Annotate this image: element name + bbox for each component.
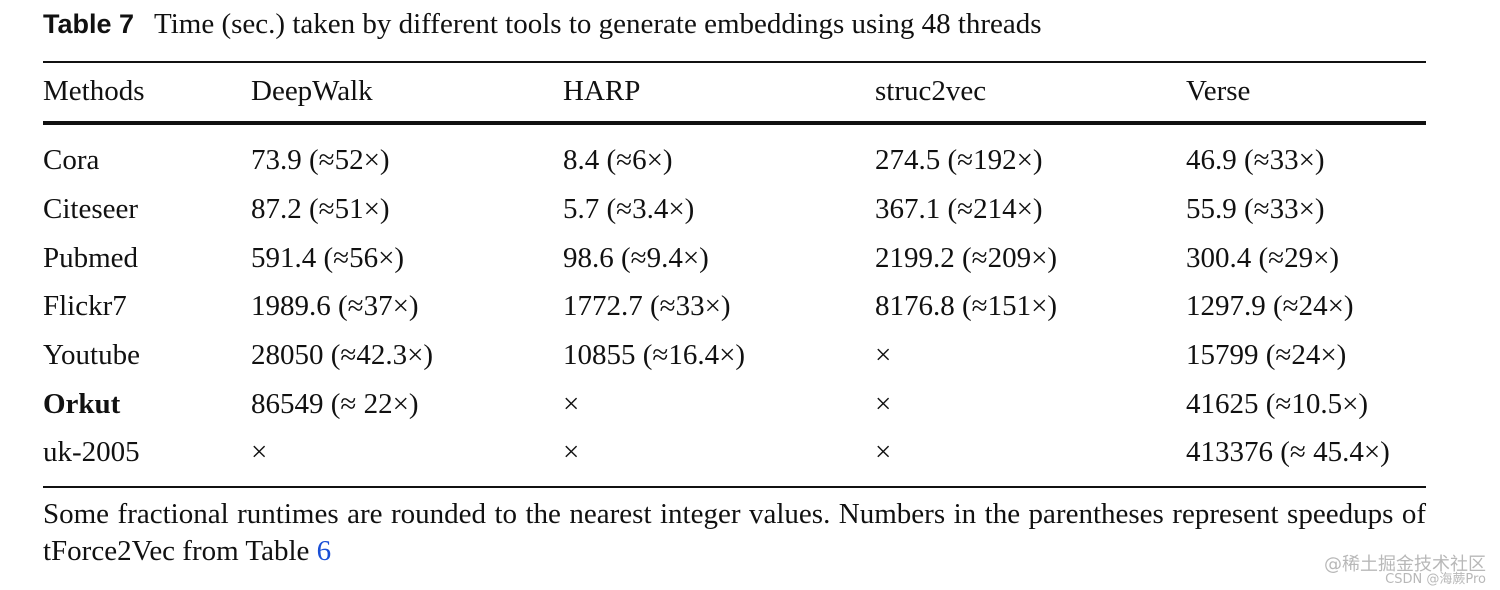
cell-deepwalk: 86549 (≈ 22×)	[251, 388, 419, 420]
watermark-csdn: CSDN @海蕨Pro	[1385, 572, 1486, 587]
watermark-juejin: @稀土掘金技术社区	[1324, 554, 1486, 575]
row-method: Orkut	[43, 388, 121, 420]
cell-verse: 55.9 (≈33×)	[1186, 193, 1325, 225]
header-struc2vec: struc2vec	[875, 75, 987, 107]
table-footnote: Some fractional runtimes are rounded to …	[43, 496, 1426, 570]
table-caption: Table 7 Time (sec.) taken by different t…	[43, 8, 1042, 48]
cell-harp: 10855 (≈16.4×)	[563, 339, 746, 371]
cell-struc2vec: 274.5 (≈192×)	[875, 144, 1043, 176]
cell-struc2vec: ×	[875, 436, 892, 468]
cell-verse: 46.9 (≈33×)	[1186, 144, 1325, 176]
table-label: Table 7	[43, 9, 135, 39]
header-harp: HARP	[563, 75, 641, 107]
cell-harp: ×	[563, 388, 580, 420]
cell-struc2vec: ×	[875, 339, 892, 371]
header-rule	[43, 121, 1426, 125]
cell-verse: 413376 (≈ 45.4×)	[1186, 436, 1390, 468]
header-deepwalk: DeepWalk	[251, 75, 373, 107]
cell-deepwalk: 73.9 (≈52×)	[251, 144, 390, 176]
row-method: Flickr7	[43, 290, 127, 322]
cell-harp: ×	[563, 436, 580, 468]
cell-struc2vec: ×	[875, 388, 892, 420]
row-method: uk-2005	[43, 436, 140, 468]
cell-verse: 41625 (≈10.5×)	[1186, 388, 1369, 420]
cell-deepwalk: 87.2 (≈51×)	[251, 193, 390, 225]
cell-deepwalk: ×	[251, 436, 268, 468]
cell-harp: 1772.7 (≈33×)	[563, 290, 731, 322]
cell-deepwalk: 28050 (≈42.3×)	[251, 339, 434, 371]
cell-verse: 1297.9 (≈24×)	[1186, 290, 1354, 322]
cell-struc2vec: 2199.2 (≈209×)	[875, 242, 1058, 274]
cell-struc2vec: 367.1 (≈214×)	[875, 193, 1043, 225]
cell-verse: 300.4 (≈29×)	[1186, 242, 1340, 274]
row-method: Citeseer	[43, 193, 139, 225]
row-method: Cora	[43, 144, 100, 176]
header-verse: Verse	[1186, 75, 1251, 107]
cell-verse: 15799 (≈24×)	[1186, 339, 1347, 371]
row-method: Youtube	[43, 339, 140, 371]
cell-harp: 98.6 (≈9.4×)	[563, 242, 709, 274]
cell-struc2vec: 8176.8 (≈151×)	[875, 290, 1058, 322]
bottom-rule	[43, 486, 1426, 488]
top-rule	[43, 61, 1426, 63]
cell-harp: 8.4 (≈6×)	[563, 144, 673, 176]
cell-harp: 5.7 (≈3.4×)	[563, 193, 695, 225]
table-title: Time (sec.) taken by different tools to …	[154, 8, 1042, 40]
footnote-text: Some fractional runtimes are rounded to …	[43, 498, 1426, 567]
header-methods: Methods	[43, 75, 145, 107]
table-reference-link[interactable]: 6	[316, 535, 332, 567]
cell-deepwalk: 1989.6 (≈37×)	[251, 290, 419, 322]
cell-deepwalk: 591.4 (≈56×)	[251, 242, 405, 274]
row-method: Pubmed	[43, 242, 139, 274]
